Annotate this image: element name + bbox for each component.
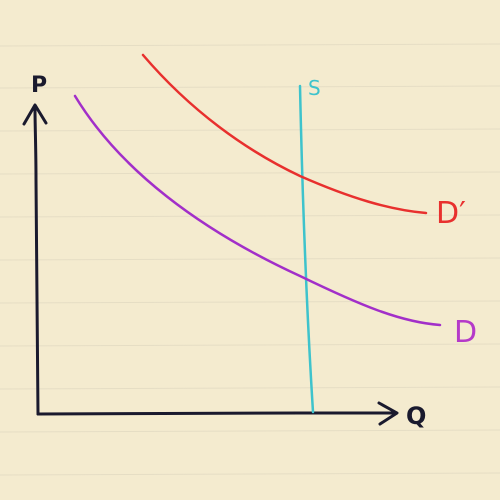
demand-shifted-label: D′ — [436, 196, 466, 231]
x-axis-label: Q — [406, 402, 426, 430]
y-axis — [33, 106, 40, 416]
x-axis — [36, 411, 397, 416]
x-axis-arrowhead — [377, 401, 399, 426]
supply-curve — [298, 84, 315, 414]
demand-curve — [73, 94, 442, 327]
demand-shifted-curve — [141, 53, 428, 215]
paper-ruling — [0, 43, 500, 476]
supply-label: S — [308, 76, 321, 100]
demand-label: D — [454, 315, 477, 350]
y-axis-arrowhead — [22, 103, 48, 126]
y-axis-label: P — [31, 73, 47, 98]
